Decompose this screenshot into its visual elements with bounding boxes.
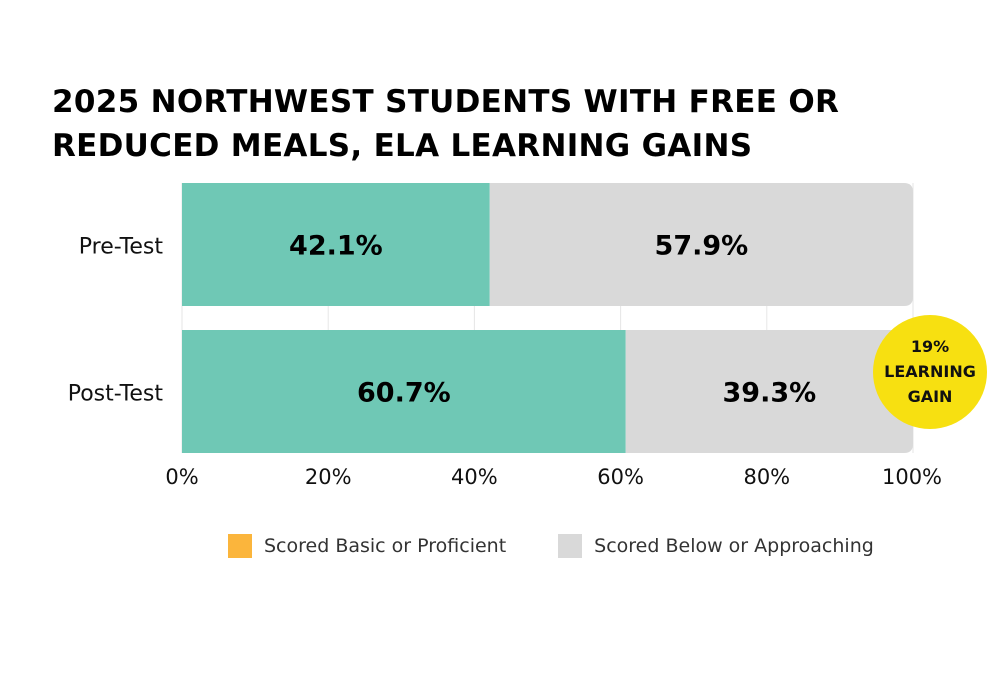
chart-title: 2025 NORTHWEST STUDENTS WITH FREE OR RED… bbox=[52, 84, 840, 164]
x-tick-label-1: 20% bbox=[305, 465, 352, 489]
x-tick-label-4: 80% bbox=[743, 465, 790, 489]
legend: Scored Basic or Proficient Scored Below … bbox=[228, 534, 926, 558]
learning-gain-text-1: LEARNING bbox=[884, 362, 976, 381]
learning-gain-text-2: GAIN bbox=[908, 387, 953, 406]
data-label-post-test-series-1: 39.3% bbox=[723, 378, 817, 409]
category-label-post-test: Post-Test bbox=[68, 382, 164, 407]
data-label-pre-test-series-0: 42.1% bbox=[289, 231, 383, 262]
x-tick-label-2: 40% bbox=[451, 465, 498, 489]
legend-item-basic-proficient: Scored Basic or Proficient bbox=[228, 534, 506, 558]
legend-label-below-approaching: Scored Below or Approaching bbox=[594, 535, 874, 557]
bar-pre-test-series-0 bbox=[182, 183, 490, 306]
x-tick-label-5: 100% bbox=[882, 465, 942, 489]
data-label-pre-test-series-1: 57.9% bbox=[655, 231, 749, 262]
bar-post-test-series-0 bbox=[182, 330, 626, 453]
legend-label-basic-proficient: Scored Basic or Proficient bbox=[264, 535, 507, 557]
legend-swatch-below-approaching bbox=[558, 534, 583, 558]
category-label-pre-test: Pre-Test bbox=[79, 235, 164, 260]
data-label-post-test-series-0: 60.7% bbox=[357, 378, 451, 409]
x-tick-label-0: 0% bbox=[165, 465, 198, 489]
learning-gain-badge bbox=[873, 315, 987, 429]
bar-post-test-series-1 bbox=[625, 330, 913, 453]
x-tick-label-3: 60% bbox=[597, 465, 644, 489]
learning-gain-text-0: 19% bbox=[911, 337, 949, 356]
legend-swatch-basic-proficient bbox=[228, 534, 252, 558]
legend-item-below-approaching: Scored Below or Approaching bbox=[558, 534, 874, 558]
bar-pre-test-series-1 bbox=[489, 183, 913, 306]
